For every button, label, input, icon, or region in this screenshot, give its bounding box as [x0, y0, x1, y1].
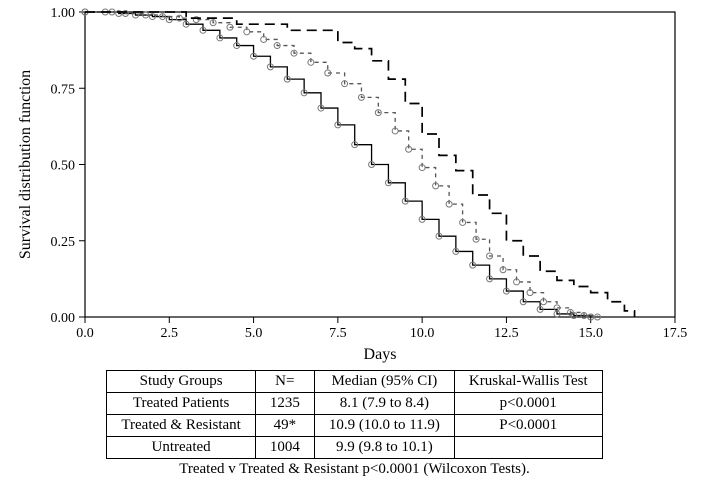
xtick-label: 15.0 — [578, 326, 603, 341]
ytick-label: 0.00 — [51, 311, 76, 326]
xtick-label: 17.5 — [663, 326, 688, 341]
table-row: Treated & Resistant49*10.9 (10.0 to 11.9… — [107, 415, 602, 437]
xtick-label: 10.0 — [410, 326, 435, 341]
table-cell: 1235 — [255, 393, 314, 415]
series-untreated — [85, 12, 597, 317]
table-cell: 9.9 (9.8 to 10.1) — [314, 437, 454, 459]
table-row: Untreated10049.9 (9.8 to 10.1) — [107, 437, 602, 459]
table-cell: 10.9 (10.0 to 11.9) — [314, 415, 454, 437]
table-cell: 1004 — [255, 437, 314, 459]
caption: Treated v Treated & Resistant p<0.0001 (… — [0, 461, 709, 478]
ytick-label: 0.50 — [51, 159, 76, 174]
series-treated-resistant — [85, 12, 635, 317]
table-cell: Treated & Resistant — [107, 415, 255, 437]
stats-table: Study GroupsN=Median (95% CI)Kruskal-Wal… — [106, 370, 602, 459]
xtick-label: 5.0 — [245, 326, 263, 341]
xtick-label: 12.5 — [494, 326, 519, 341]
table-cell: p<0.0001 — [454, 393, 602, 415]
survival-chart: 0.00 0.25 0.50 0.75 1.00 0.0 2.5 5.0 7.5 10.0 12.5… — [0, 0, 709, 370]
table-row: Treated Patients12358.1 (7.9 to 8.4)p<0.… — [107, 393, 602, 415]
xtick-label: 7.5 — [329, 326, 347, 341]
xtick-label: 2.5 — [161, 326, 179, 341]
y-axis-label: Survival distribution function — [17, 70, 34, 259]
ytick-label: 0.75 — [51, 82, 76, 97]
table-header-cell: N= — [255, 371, 314, 393]
ytick-label: 0.25 — [51, 235, 76, 250]
table-cell — [454, 437, 602, 459]
ytick-label: 1.00 — [51, 6, 76, 21]
series-treated — [85, 12, 591, 317]
x-axis-label: Days — [364, 346, 397, 363]
table-header-cell: Median (95% CI) — [314, 371, 454, 393]
chart-svg: 0.00 0.25 0.50 0.75 1.00 0.0 2.5 5.0 7.5 10.0 12.5… — [0, 0, 709, 370]
table-cell: P<0.0001 — [454, 415, 602, 437]
xtick-label: 0.0 — [76, 326, 94, 341]
table-cell: 49* — [255, 415, 314, 437]
table-header-cell: Study Groups — [107, 371, 255, 393]
table-cell: Untreated — [107, 437, 255, 459]
table-header-cell: Kruskal-Wallis Test — [454, 371, 602, 393]
table-cell: Treated Patients — [107, 393, 255, 415]
table-cell: 8.1 (7.9 to 8.4) — [314, 393, 454, 415]
